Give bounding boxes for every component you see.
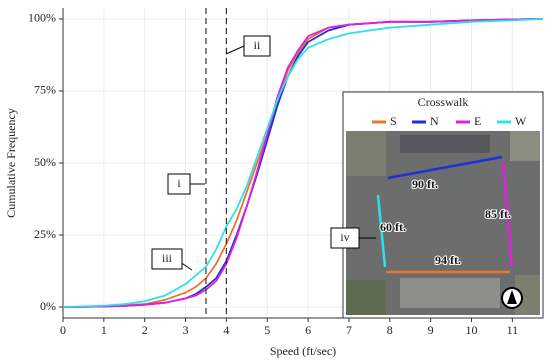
callout-text: i bbox=[177, 176, 181, 190]
callout-pointer bbox=[225, 45, 245, 55]
inset-road bbox=[400, 135, 490, 153]
inset-label: 94 ft. bbox=[435, 253, 461, 267]
callout-box bbox=[167, 173, 191, 195]
inset-label: 85 ft. bbox=[485, 207, 511, 221]
legend-label: S bbox=[390, 114, 397, 128]
callout-box bbox=[151, 248, 183, 270]
legend-label: E bbox=[474, 114, 481, 128]
callout-text: ii bbox=[254, 38, 261, 52]
y-tick-label: 25% bbox=[34, 227, 56, 241]
callout-text: iii bbox=[162, 251, 173, 265]
x-tick-label: 1 bbox=[101, 323, 107, 337]
x-tick-label: 9 bbox=[428, 323, 434, 337]
x-axis-label: Speed (ft/sec) bbox=[270, 344, 336, 358]
callout: i bbox=[167, 173, 205, 195]
inset: Crosswalk bbox=[342, 91, 544, 319]
x-tick-label: 6 bbox=[305, 323, 311, 337]
inset-arrow bbox=[376, 194, 387, 268]
series-line bbox=[62, 18, 544, 308]
x-tick-label: 5 bbox=[264, 323, 270, 337]
inset-lot bbox=[400, 278, 500, 308]
y-tick-label: 50% bbox=[34, 155, 56, 169]
x-tick-label: 0 bbox=[60, 323, 66, 337]
x-tick-label: 8 bbox=[387, 323, 393, 337]
x-tick-label: 3 bbox=[183, 323, 189, 337]
inset-block bbox=[346, 131, 386, 176]
series-line bbox=[62, 18, 544, 308]
legend-label: W bbox=[515, 114, 527, 128]
x-tick-label: 11 bbox=[507, 323, 519, 337]
inset-label: 60 ft. bbox=[380, 220, 406, 234]
inset-arrow bbox=[387, 155, 503, 180]
inset-labels: 90 ft. 85 ft. 60 ft. 94 ft. bbox=[379, 176, 512, 268]
callout: ii bbox=[225, 35, 271, 57]
y-tick-label: 0% bbox=[40, 299, 56, 313]
x-tick-label: 10 bbox=[466, 323, 478, 337]
inset-label: 90 ft. bbox=[412, 177, 438, 191]
x-tick-label: 2 bbox=[142, 323, 148, 337]
legend-label: N bbox=[430, 114, 439, 128]
callout: iv bbox=[330, 227, 376, 249]
y-tick-label: 100% bbox=[28, 11, 56, 25]
inset-block bbox=[346, 280, 386, 315]
x-tick-label: 7 bbox=[346, 323, 352, 337]
inset-block bbox=[510, 131, 540, 161]
callout-box bbox=[330, 227, 360, 249]
callout-text: iv bbox=[340, 230, 349, 244]
lines bbox=[62, 8, 544, 318]
y-tick-label: 75% bbox=[34, 83, 56, 97]
y-axis-label: Cumulative Frequency bbox=[4, 108, 18, 218]
x-tick-label: 4 bbox=[223, 323, 229, 337]
legend-title: Crosswalk bbox=[418, 95, 469, 109]
callout: iii bbox=[151, 248, 193, 271]
compass-arrow bbox=[507, 290, 517, 304]
inset-arrow bbox=[501, 161, 514, 268]
callout-box bbox=[243, 35, 271, 57]
